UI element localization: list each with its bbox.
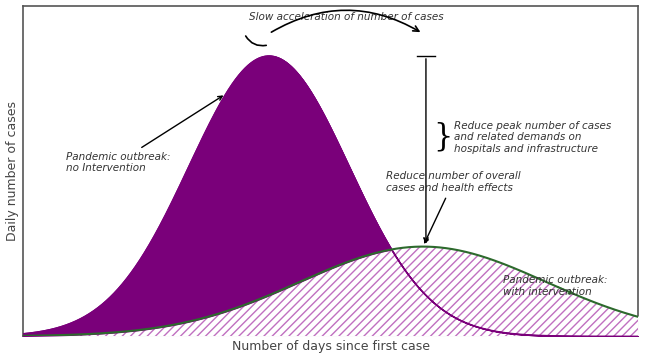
X-axis label: Number of days since first case: Number of days since first case — [231, 340, 430, 354]
Text: Reduce number of overall
cases and health effects: Reduce number of overall cases and healt… — [386, 171, 521, 243]
Y-axis label: Daily number of cases: Daily number of cases — [6, 101, 19, 241]
Text: }: } — [434, 122, 452, 153]
Text: Pandemic outbreak:
with intervention: Pandemic outbreak: with intervention — [503, 275, 607, 297]
Text: Reduce peak number of cases
and related demands on
hospitals and infrastructure: Reduce peak number of cases and related … — [454, 121, 611, 154]
Text: Slow acceleration of number of cases: Slow acceleration of number of cases — [248, 12, 443, 22]
Text: Pandemic outbreak:
no Intervention: Pandemic outbreak: no Intervention — [66, 96, 222, 173]
